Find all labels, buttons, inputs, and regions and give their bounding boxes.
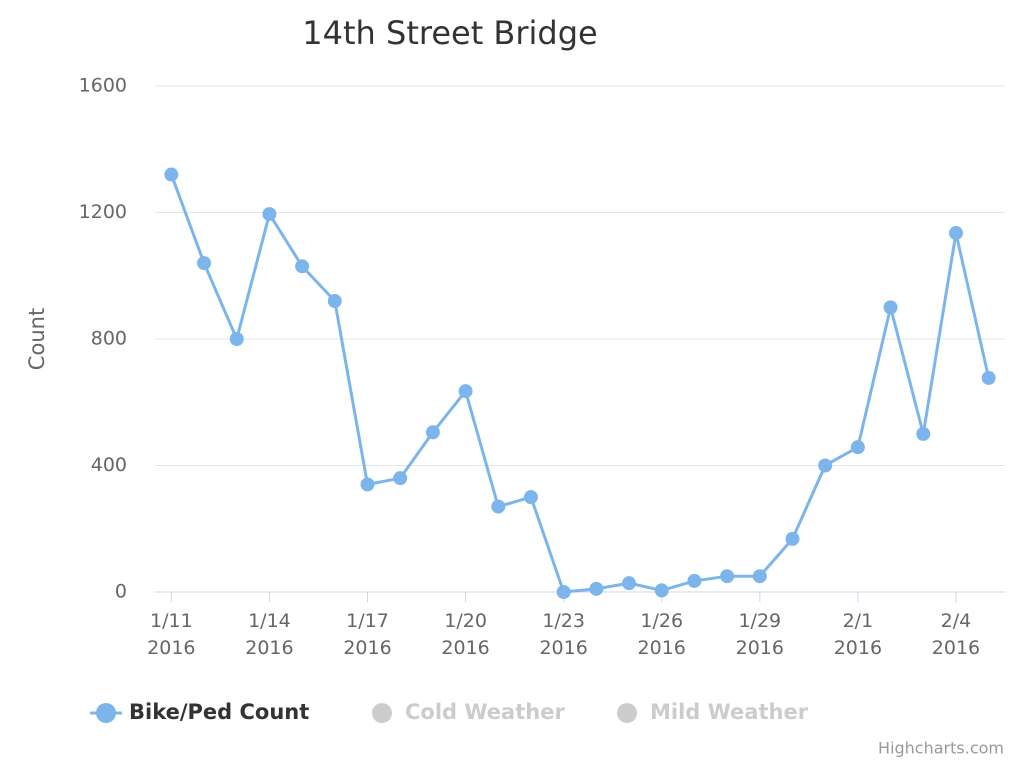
- data-point: [687, 573, 702, 588]
- legend-label: Mild Weather: [650, 700, 809, 724]
- x-tick-label-line: 1/23: [542, 610, 585, 632]
- data-point: [883, 300, 898, 315]
- x-tick-label-line: 1/17: [346, 610, 389, 632]
- x-tick-label-line: 1/20: [444, 610, 487, 632]
- data-point: [850, 440, 865, 455]
- legend-label: Bike/Ped Count: [129, 700, 309, 724]
- data-point: [785, 531, 800, 546]
- legend-item[interactable]: Cold Weather: [372, 700, 565, 724]
- x-tick-label-line: 2/4: [941, 610, 972, 632]
- x-tick-label: 1/23 2016: [539, 610, 587, 659]
- x-tick-label-line: 2/1: [843, 610, 874, 632]
- data-point: [425, 425, 440, 440]
- legend-item[interactable]: Bike/Ped Count: [90, 700, 309, 724]
- data-point: [327, 294, 342, 309]
- x-tick-label-line: 2016: [834, 637, 882, 659]
- y-tick-label: 1200: [79, 201, 127, 223]
- x-tick-label-line: 2016: [343, 637, 391, 659]
- data-point: [556, 585, 571, 599]
- data-point: [229, 332, 244, 346]
- data-point: [818, 458, 833, 473]
- data-point: [491, 499, 506, 514]
- x-tick-label: 2/1 2016: [834, 610, 882, 659]
- legend-label: Cold Weather: [405, 700, 565, 724]
- y-tick-label: 1600: [79, 75, 127, 97]
- data-point: [589, 581, 604, 596]
- x-tick-label-line: 2016: [441, 637, 489, 659]
- data-point: [948, 226, 963, 241]
- data-point: [752, 569, 767, 584]
- x-tick-label-line: 2016: [736, 637, 784, 659]
- data-point: [622, 576, 637, 591]
- legend-symbol: [372, 703, 392, 723]
- x-tick-label-line: 1/11: [150, 610, 193, 632]
- x-tick-label-line: 1/14: [248, 610, 291, 632]
- x-tick-label: 1/26 2016: [638, 610, 686, 659]
- data-point: [197, 256, 212, 271]
- data-point: [916, 426, 931, 441]
- x-tick-label: 1/29 2016: [736, 610, 784, 659]
- chart-title: 14th Street Bridge: [302, 14, 597, 52]
- x-tick-label-line: 2016: [932, 637, 980, 659]
- x-tick-label-line: 2016: [245, 637, 293, 659]
- y-axis-title: Count: [25, 308, 49, 370]
- data-point: [393, 471, 408, 486]
- x-tick-label: 1/17 2016: [343, 610, 391, 659]
- legend-symbol: [617, 703, 637, 723]
- legend-item[interactable]: Mild Weather: [617, 700, 809, 724]
- data-point: [458, 384, 473, 399]
- y-tick-label: 400: [91, 454, 127, 476]
- x-tick-label-line: 2016: [539, 637, 587, 659]
- data-point: [262, 207, 277, 222]
- data-point: [523, 490, 538, 505]
- data-point: [295, 259, 310, 274]
- data-point: [654, 583, 669, 598]
- x-tick-label-line: 2016: [638, 637, 686, 659]
- y-tick-label: 800: [91, 328, 127, 350]
- legend-symbol: [96, 703, 116, 723]
- data-point: [981, 370, 996, 385]
- x-tick-label: 1/14 2016: [245, 610, 293, 659]
- y-tick-label: 0: [115, 581, 127, 603]
- data-point: [164, 167, 179, 182]
- x-tick-label-line: 2016: [147, 637, 195, 659]
- x-tick-label: 1/11 2016: [147, 610, 195, 659]
- x-tick-label: 2/4 2016: [932, 610, 980, 659]
- data-point: [360, 477, 375, 492]
- x-tick-label-line: 1/29: [738, 610, 781, 632]
- data-point: [720, 569, 735, 584]
- x-tick-label-line: 1/26: [640, 610, 683, 632]
- credits: Highcharts.com: [878, 739, 1004, 758]
- x-tick-label: 1/20 2016: [441, 610, 489, 659]
